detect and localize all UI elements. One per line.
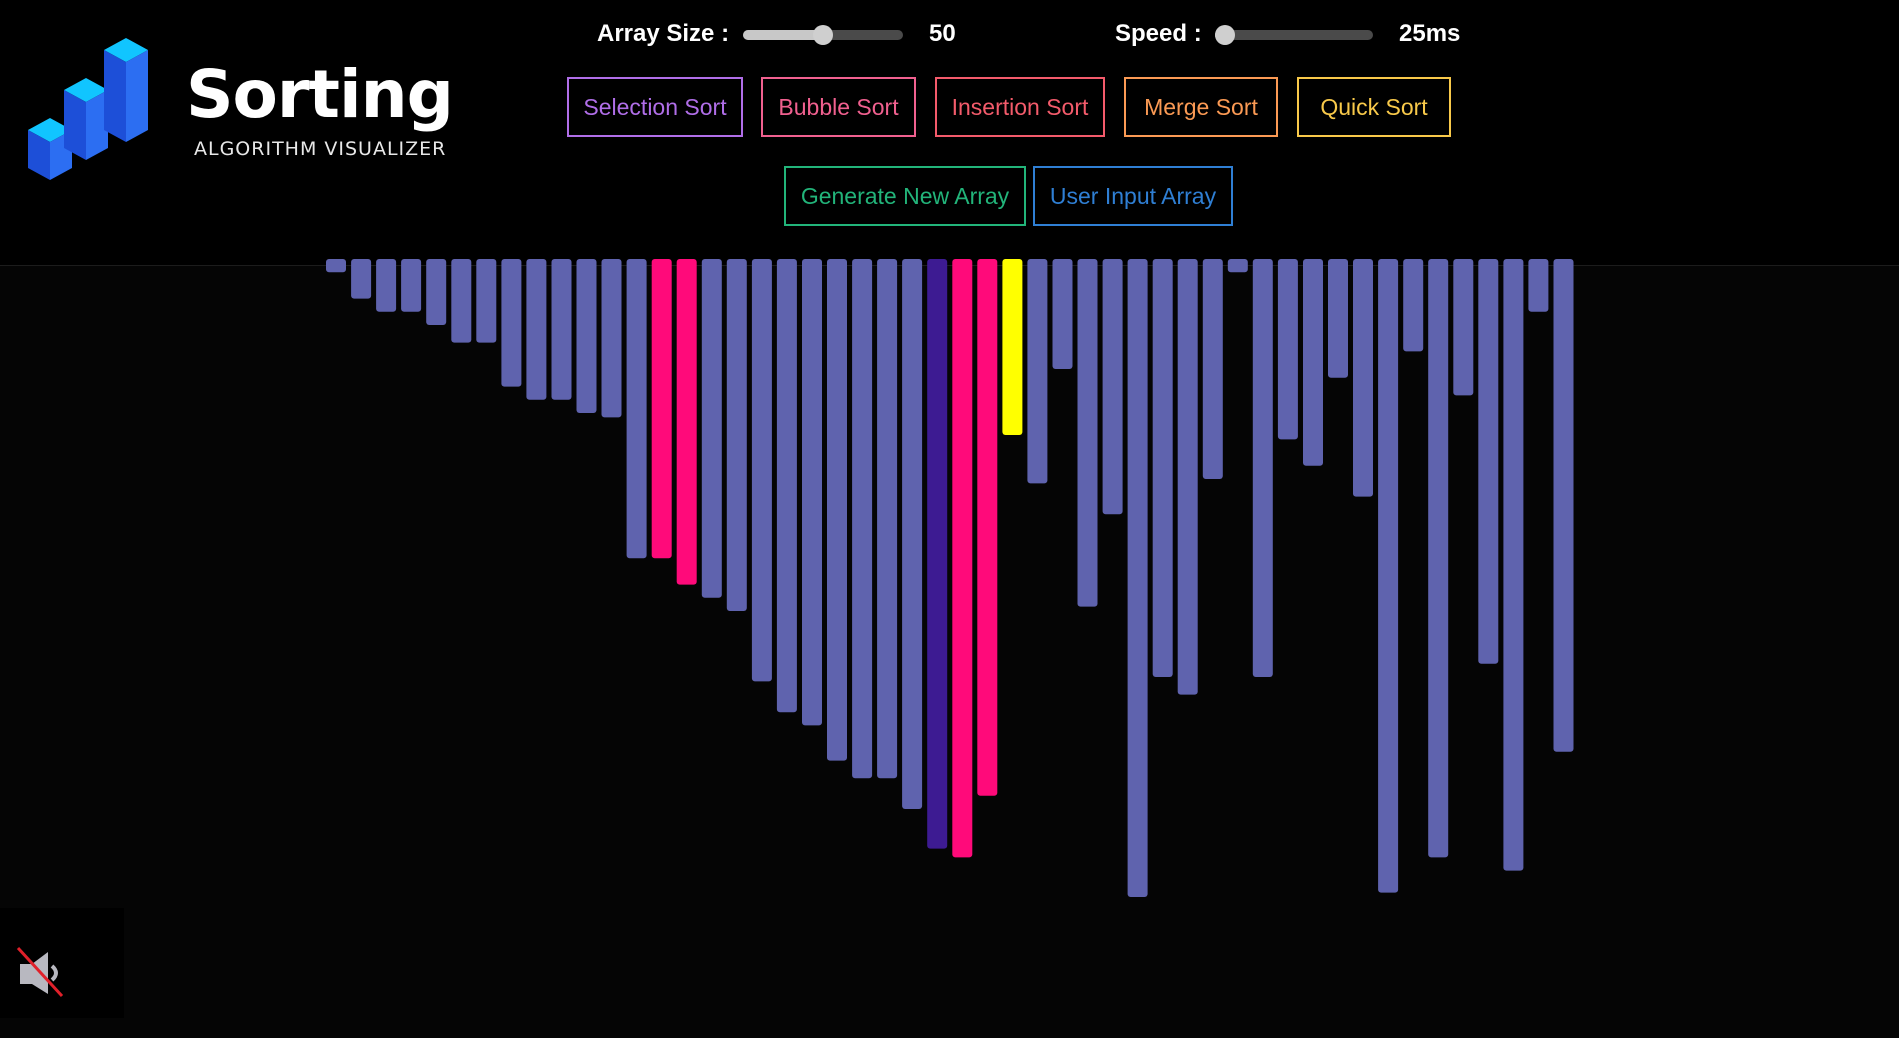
speed-slider-thumb[interactable]: [1215, 25, 1235, 45]
array-bar: [1403, 259, 1424, 352]
array-bar: [651, 259, 672, 559]
array-bar: [376, 259, 397, 312]
array-bar: [1553, 259, 1574, 752]
array-bar: [1002, 259, 1023, 435]
array-bar: [877, 259, 898, 779]
app-logo: Sorting ALGORITHM VISUALIZER: [28, 30, 458, 190]
speed-label: Speed :: [1115, 20, 1202, 47]
merge-sort-button[interactable]: Merge Sort: [1124, 77, 1278, 137]
array-bar: [977, 259, 998, 796]
speed-slider[interactable]: [1215, 25, 1373, 45]
array-bar: [451, 259, 472, 343]
array-bar: [751, 259, 772, 682]
logo-subtitle: ALGORITHM VISUALIZER: [194, 138, 447, 160]
array-bar: [401, 259, 422, 312]
array-bar: [726, 259, 747, 611]
array-bar: [952, 259, 973, 858]
array-bar: [1453, 259, 1474, 396]
array-bar: [902, 259, 923, 809]
array-bar: [852, 259, 873, 779]
array-bar: [827, 259, 847, 761]
array-bar: [626, 259, 647, 559]
stacked-cubes-logo-icon: [28, 38, 148, 180]
array-bar: [1252, 259, 1273, 677]
array-bar: [1378, 259, 1399, 893]
array-bar: [1528, 259, 1549, 312]
array-bar: [601, 259, 622, 418]
array-bar: [1428, 259, 1449, 858]
array-bar: [1027, 259, 1048, 484]
generate-new-array-button[interactable]: Generate New Array: [784, 166, 1026, 226]
mute-toggle-button[interactable]: [0, 908, 124, 1018]
array-size-slider[interactable]: [743, 25, 903, 45]
insertion-sort-button[interactable]: Insertion Sort: [935, 77, 1105, 137]
array-bar: [1077, 259, 1098, 607]
array-bar: [1227, 259, 1248, 273]
array-bar: [1127, 259, 1148, 897]
header-bar: Sorting ALGORITHM VISUALIZER Array Size …: [0, 0, 1899, 266]
array-bar: [576, 259, 597, 413]
array-bar: [1503, 259, 1524, 871]
array-bar: [701, 259, 722, 598]
speaker-muted-icon: [16, 946, 64, 998]
array-size-slider-fill: [743, 30, 823, 40]
array-bar: [676, 259, 697, 585]
array-bar: [1478, 259, 1499, 664]
array-bar: [1152, 259, 1173, 677]
array-bar: [927, 259, 948, 849]
array-size-slider-thumb[interactable]: [813, 25, 833, 45]
array-bar: [1303, 259, 1323, 466]
array-bar: [426, 259, 447, 325]
array-bar: [526, 259, 547, 400]
speed-value: 25ms: [1399, 20, 1461, 47]
array-bar: [1102, 259, 1123, 515]
selection-sort-button[interactable]: Selection Sort: [567, 77, 743, 137]
array-bar: [326, 259, 346, 273]
array-bar: [1328, 259, 1348, 378]
array-bar: [476, 259, 497, 343]
array-bar: [1353, 259, 1373, 497]
logo-title: Sorting: [186, 56, 454, 133]
quick-sort-button[interactable]: Quick Sort: [1297, 77, 1451, 137]
array-bar: [802, 259, 822, 726]
array-bar: [1202, 259, 1223, 479]
array-bar: [351, 259, 372, 299]
array-bar: [501, 259, 522, 387]
array-bar: [1277, 259, 1298, 440]
array-size-value: 50: [929, 20, 956, 47]
array-size-label: Array Size :: [597, 20, 730, 47]
user-input-array-button[interactable]: User Input Array: [1033, 166, 1233, 226]
bubble-sort-button[interactable]: Bubble Sort: [761, 77, 916, 137]
array-bar: [551, 259, 572, 400]
array-bar: [1177, 259, 1198, 695]
array-bar: [1052, 259, 1073, 369]
array-bar: [776, 259, 797, 713]
